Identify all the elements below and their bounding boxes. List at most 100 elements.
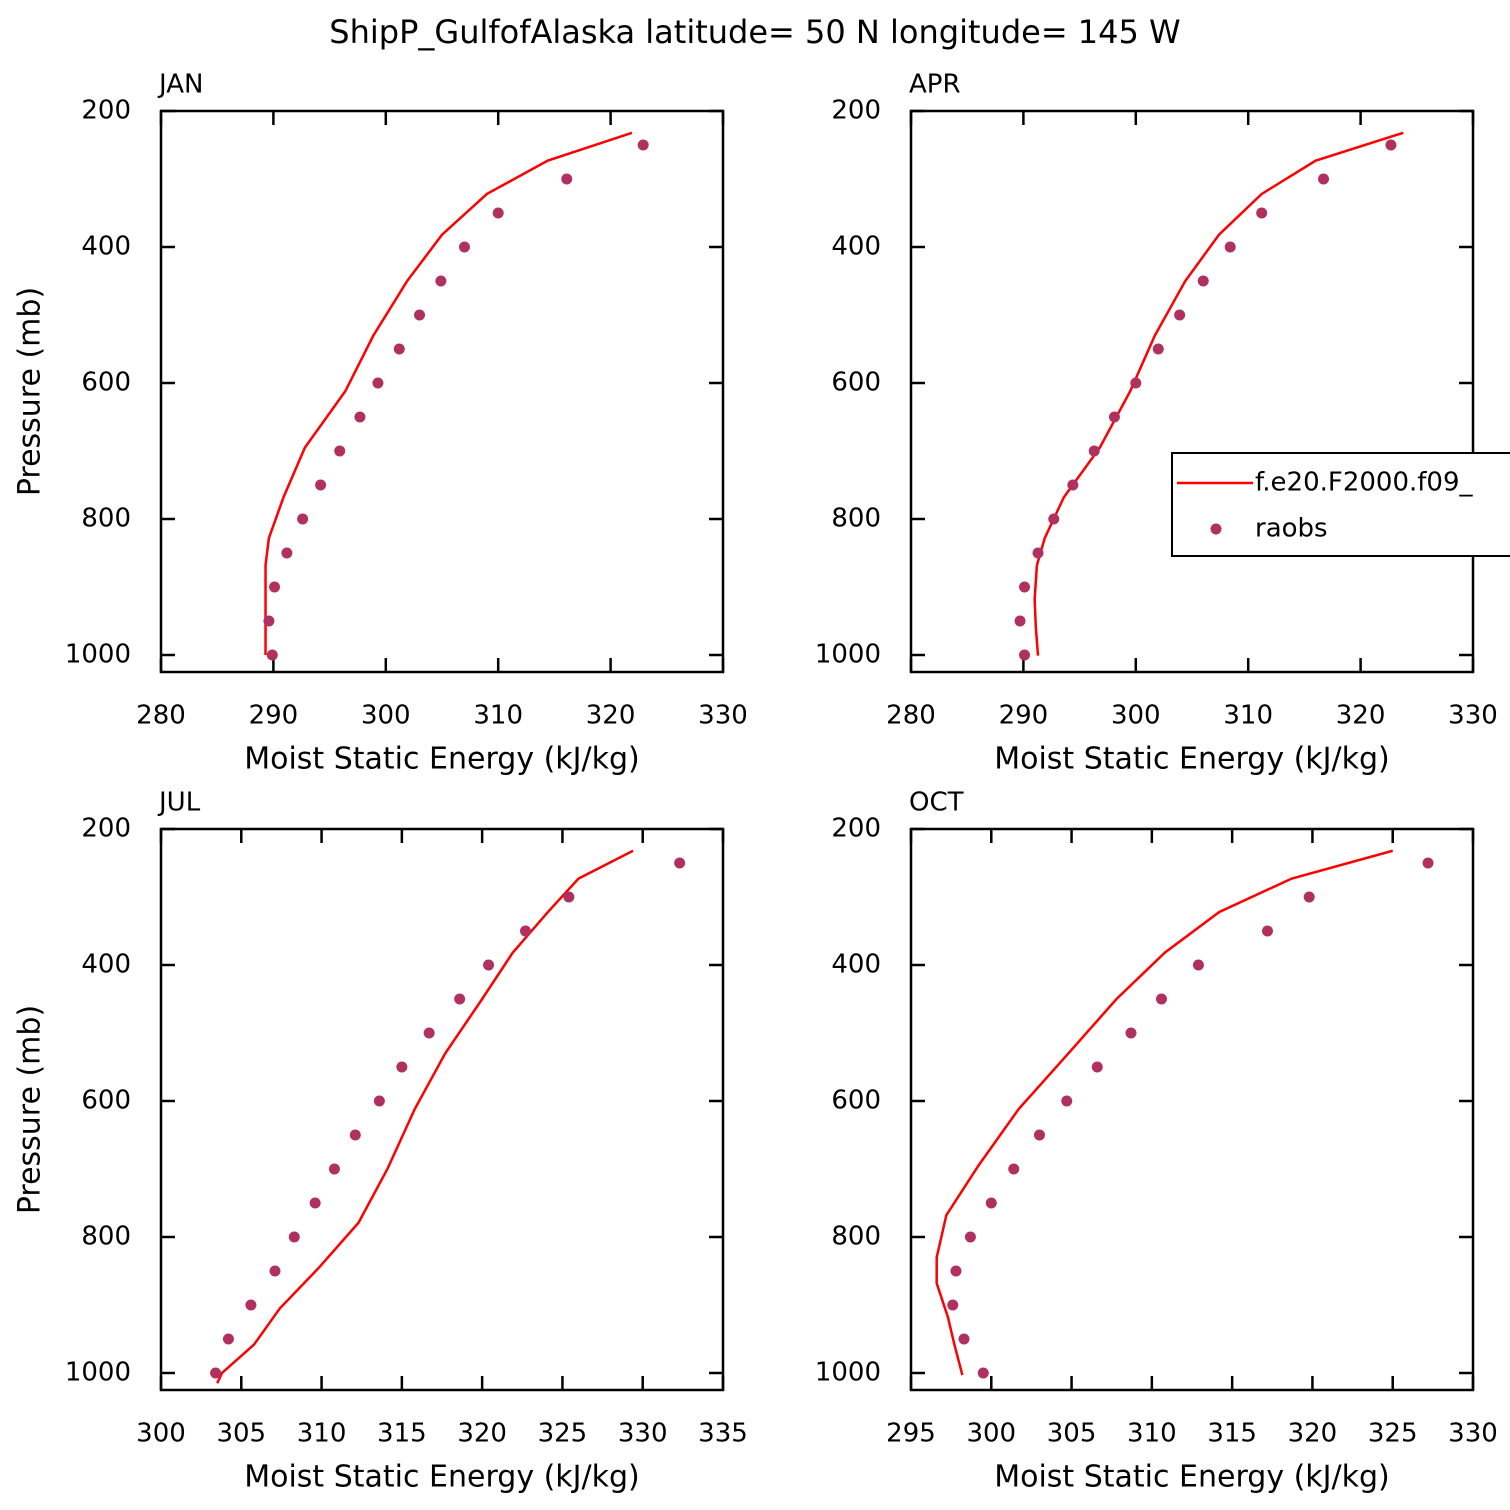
obs-marker <box>454 993 466 1005</box>
obs-marker <box>393 343 405 355</box>
obs-marker <box>269 1265 281 1277</box>
y-tick-label: 1000 <box>815 1358 881 1388</box>
obs-marker <box>1019 581 1031 593</box>
obs-marker <box>309 1197 321 1209</box>
model-line <box>1033 131 1404 656</box>
x-axis-label: Moist Static Energy (kJ/kg) <box>994 742 1390 777</box>
panel: JUL Moist Static Energy (kJ/kg) Pressure (… <box>13 788 748 1495</box>
plot-frame <box>159 827 725 1392</box>
y-tick-label: 400 <box>81 232 131 262</box>
x-tick-label: 320 <box>1288 1419 1338 1449</box>
obs-marker <box>297 513 309 525</box>
y-tick-label: 400 <box>81 950 131 980</box>
obs-marker <box>1174 309 1186 321</box>
y-tick-label: 1000 <box>65 640 131 670</box>
x-tick-label: 330 <box>618 1419 668 1449</box>
x-tick-label: 320 <box>1336 701 1386 731</box>
obs-marker <box>1303 891 1315 903</box>
y-tick-label: 200 <box>831 814 881 844</box>
model-line <box>216 849 634 1384</box>
obs-marker <box>1197 275 1209 287</box>
x-tick-label: 320 <box>457 1419 507 1449</box>
obs-marker <box>328 1163 340 1175</box>
panel: APR Moist Static Energy (kJ/kg) 280 290 300 3… <box>815 70 1510 777</box>
x-tick-label: 325 <box>1368 1419 1418 1449</box>
obs-marker <box>1385 139 1397 151</box>
obs-marker <box>1032 547 1044 559</box>
legend-label: f.e20.F2000.f09_ <box>1255 468 1473 498</box>
x-tick-label: 335 <box>698 1419 748 1449</box>
obs-marker <box>210 1367 222 1379</box>
obs-marker <box>315 479 327 491</box>
obs-marker <box>492 207 504 219</box>
obs-marker <box>1125 1027 1137 1039</box>
obs-marker <box>414 309 426 321</box>
plot-frame <box>909 109 1475 674</box>
obs-marker <box>354 411 366 423</box>
y-tick-label: 200 <box>831 96 881 126</box>
x-tick-label: 300 <box>1111 701 1161 731</box>
obs-marker <box>563 891 575 903</box>
obs-marker <box>1019 649 1031 661</box>
x-tick-label: 315 <box>1207 1419 1257 1449</box>
obs-marker <box>349 1129 361 1141</box>
y-axis-label: Pressure (mb) <box>13 1005 48 1214</box>
x-tick-label: 300 <box>966 1419 1016 1449</box>
obs-marker <box>423 1027 435 1039</box>
x-tick-label: 310 <box>473 701 523 731</box>
obs-marker <box>1091 1061 1103 1073</box>
x-axis-label: Moist Static Energy (kJ/kg) <box>994 1460 1390 1495</box>
x-tick-label: 310 <box>1223 701 1273 731</box>
obs-marker <box>519 925 531 937</box>
obs-marker <box>1008 1163 1020 1175</box>
obs-marker <box>950 1265 962 1277</box>
obs-marker <box>372 377 384 389</box>
obs-marker <box>1067 479 1079 491</box>
figure-title: ShipP_GulfofAlaska latitude= 50 N longit… <box>329 13 1180 51</box>
x-tick-label: 295 <box>886 1419 936 1449</box>
x-tick-label: 315 <box>377 1419 427 1449</box>
obs-marker <box>1318 173 1330 185</box>
obs-marker <box>561 173 573 185</box>
x-tick-label: 300 <box>361 701 411 731</box>
obs-marker <box>977 1367 989 1379</box>
x-tick-label: 305 <box>1047 1419 1097 1449</box>
obs-marker <box>674 857 686 869</box>
obs-marker <box>458 241 470 253</box>
plot-frame <box>159 109 725 674</box>
y-tick-label: 200 <box>81 96 131 126</box>
obs-marker <box>269 581 281 593</box>
obs-marker <box>1261 925 1273 937</box>
x-tick-label: 325 <box>538 1419 588 1449</box>
y-tick-label: 400 <box>831 950 881 980</box>
x-tick-label: 330 <box>1448 701 1498 731</box>
obs-marker <box>483 959 495 971</box>
x-axis-label: Moist Static Energy (kJ/kg) <box>244 742 640 777</box>
model-line <box>935 849 1394 1376</box>
obs-marker <box>958 1333 970 1345</box>
x-tick-label: 290 <box>999 701 1049 731</box>
obs-marker <box>281 547 293 559</box>
y-tick-label: 800 <box>831 1222 881 1252</box>
panel: JAN Moist Static Energy (kJ/kg) Pressure (… <box>13 70 748 777</box>
obs-marker <box>1088 445 1100 457</box>
x-tick-label: 310 <box>297 1419 347 1449</box>
y-tick-label: 600 <box>81 368 131 398</box>
obs-marker <box>1014 615 1026 627</box>
obs-marker <box>263 615 275 627</box>
obs-marker <box>985 1197 997 1209</box>
plot-frame <box>909 827 1475 1392</box>
obs-marker <box>637 139 649 151</box>
x-tick-label: 330 <box>1448 1419 1498 1449</box>
panel: OCT Moist Static Energy (kJ/kg) 295 300 305 3… <box>815 788 1498 1495</box>
obs-marker <box>947 1299 959 1311</box>
obs-marker <box>1108 411 1120 423</box>
x-axis-label: Moist Static Energy (kJ/kg) <box>244 1460 640 1495</box>
legend-box <box>1171 452 1510 557</box>
y-tick-label: 400 <box>831 232 881 262</box>
obs-marker <box>1048 513 1060 525</box>
y-tick-label: 800 <box>81 504 131 534</box>
obs-marker <box>1422 857 1434 869</box>
y-tick-label: 1000 <box>815 640 881 670</box>
